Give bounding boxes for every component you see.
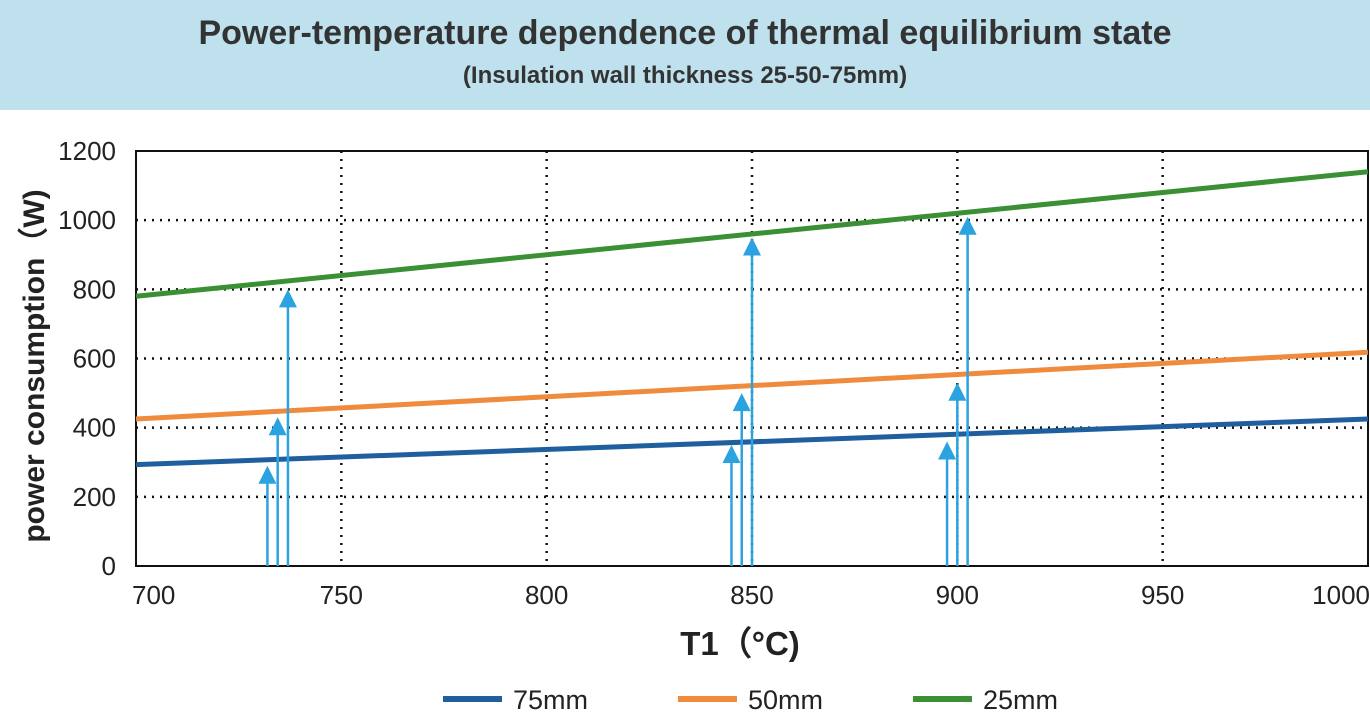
chart-subtitle: (Insulation wall thickness 25-50-75mm): [462, 62, 908, 89]
arrow: [722, 444, 741, 566]
chart-title: Power-temperature dependence of thermal …: [198, 14, 1172, 52]
arrow-head: [938, 441, 957, 460]
arrow-head: [743, 237, 761, 256]
x-axis-label: T1（°C): [680, 625, 800, 662]
y-tick-label: 800: [73, 274, 116, 304]
y-tick-label: 0: [102, 551, 116, 581]
x-tick-label: 1000: [1312, 580, 1370, 610]
arrow: [948, 382, 967, 566]
arrow: [278, 289, 297, 566]
legend-item-50mm: 50mm: [678, 685, 823, 715]
x-tick-label: 900: [936, 580, 979, 610]
arrows: [258, 216, 977, 566]
x-tick-label: 950: [1141, 580, 1184, 610]
arrow-head: [958, 216, 977, 235]
arrow-head: [278, 289, 297, 308]
y-tick-labels: 0 200 400 600 800 1000 1200: [58, 136, 116, 581]
arrow: [732, 393, 751, 566]
arrow: [938, 441, 957, 566]
legend-label: 50mm: [748, 685, 823, 715]
legend-item-75mm: 75mm: [443, 685, 588, 715]
y-tick-label: 1200: [58, 136, 116, 166]
x-tick-labels: 700 750 800 850 900 950 1000: [132, 580, 1370, 610]
arrow: [268, 417, 287, 566]
legend: 75mm 50mm 25mm: [443, 685, 1058, 715]
arrow-head: [258, 465, 277, 484]
y-tick-label: 1000: [58, 205, 116, 235]
arrow: [958, 216, 977, 566]
y-tick-label: 400: [73, 413, 116, 443]
arrow-head: [948, 382, 967, 401]
arrow-head: [732, 393, 751, 412]
legend-label: 25mm: [983, 685, 1058, 715]
arrow: [743, 237, 761, 566]
arrow-head: [268, 417, 287, 436]
title-band: [0, 0, 1370, 110]
arrow-head: [722, 444, 741, 463]
x-tick-label: 800: [525, 580, 568, 610]
y-tick-label: 200: [73, 482, 116, 512]
legend-item-25mm: 25mm: [913, 685, 1058, 715]
legend-label: 75mm: [513, 685, 588, 715]
arrow: [258, 465, 277, 566]
y-axis-label: power consumption（W): [17, 189, 51, 542]
x-tick-label: 750: [320, 580, 363, 610]
y-tick-label: 600: [73, 344, 116, 374]
x-tick-label: 700: [132, 580, 175, 610]
series-line-25mm: [135, 169, 1369, 299]
x-tick-label: 850: [730, 580, 773, 610]
